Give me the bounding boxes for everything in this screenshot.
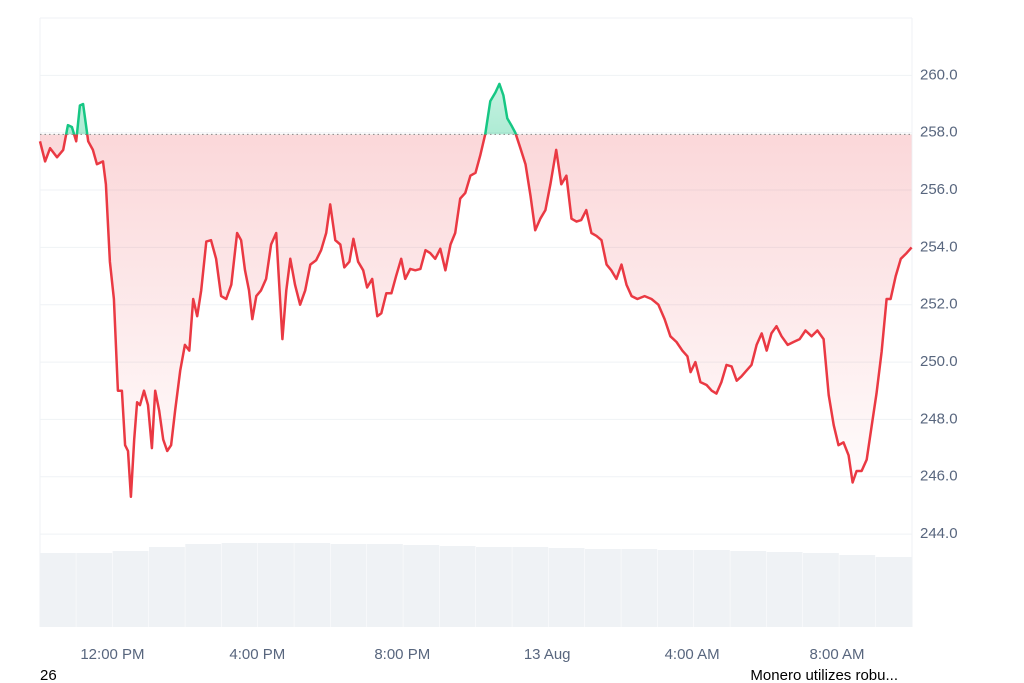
x-tick-label: 8:00 AM <box>809 646 864 663</box>
footer-right: Monero utilizes robu... <box>750 667 898 683</box>
volume-bar <box>766 552 803 627</box>
volume-bar <box>476 547 512 627</box>
volume-bar <box>548 548 585 627</box>
x-tick-label: 4:00 AM <box>665 646 720 663</box>
footer-left: 26 <box>40 667 57 683</box>
volume-bar <box>40 553 76 627</box>
volume-bar <box>875 557 912 627</box>
volume-bar <box>439 546 476 627</box>
price-area <box>40 83 912 497</box>
volume-bar <box>657 550 694 627</box>
volume-bar <box>621 549 658 627</box>
y-tick-label: 246.0 <box>920 468 958 485</box>
volume-bar <box>803 553 839 627</box>
y-tick-label: 254.0 <box>920 238 958 255</box>
volume-bar <box>839 555 876 627</box>
volume-bar <box>112 551 149 627</box>
price-line <box>38 82 913 499</box>
y-tick-label: 256.0 <box>920 181 958 198</box>
volume-bar <box>367 544 403 627</box>
x-tick-label: 4:00 PM <box>229 646 285 663</box>
volume-bar <box>149 547 185 627</box>
y-tick-label: 248.0 <box>920 410 958 427</box>
volume-bar <box>258 543 294 627</box>
volume-bar <box>330 544 367 627</box>
volume-bar <box>730 551 767 627</box>
volume-bar <box>694 550 730 627</box>
x-tick-label: 12:00 PM <box>80 646 144 663</box>
volume-bar <box>76 553 113 627</box>
y-tick-label: 258.0 <box>920 124 958 141</box>
volume-bar <box>512 547 549 627</box>
y-tick-label: 244.0 <box>920 525 958 542</box>
volume-bar <box>185 544 222 627</box>
volume-bar <box>221 543 258 627</box>
y-tick-label: 252.0 <box>920 296 958 313</box>
volume-bar <box>294 543 331 627</box>
volume-bar <box>403 545 440 627</box>
volume-bar <box>585 549 621 627</box>
x-tick-label: 13 Aug <box>524 646 571 663</box>
x-tick-label: 8:00 PM <box>374 646 430 663</box>
y-tick-label: 250.0 <box>920 353 958 370</box>
y-tick-label: 260.0 <box>920 66 958 83</box>
